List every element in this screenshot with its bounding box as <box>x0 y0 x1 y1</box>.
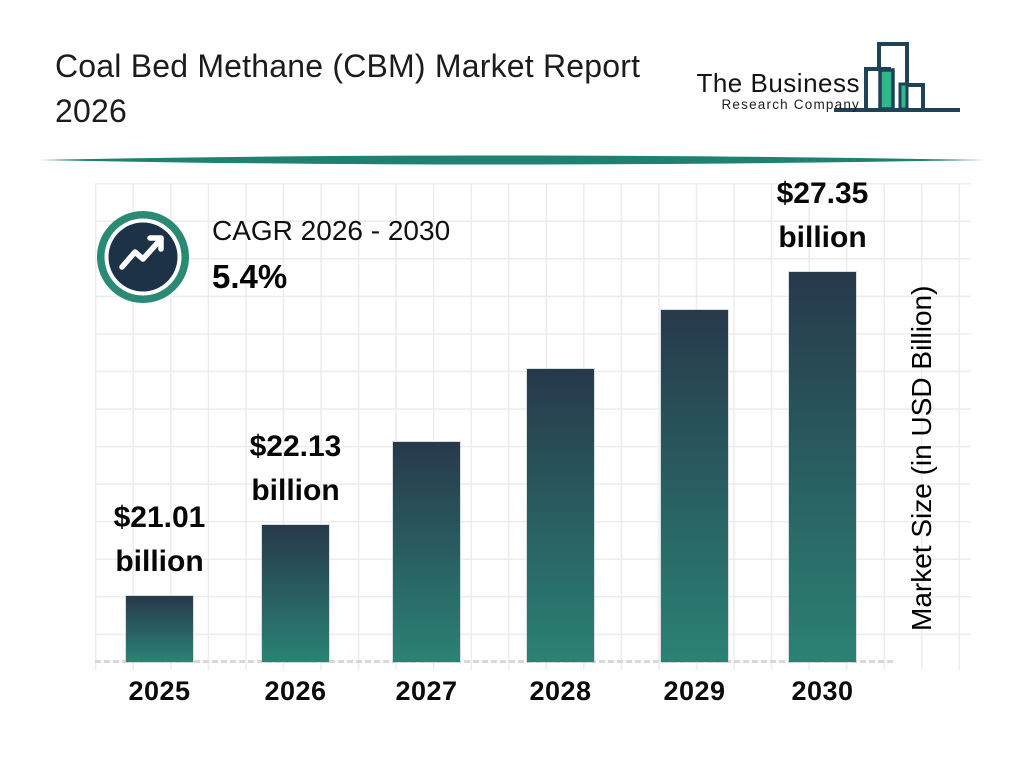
x-axis-label-2026: 2026 <box>264 676 327 706</box>
bar-value-amount: $27.35 <box>776 177 869 210</box>
chart-baseline <box>95 660 893 663</box>
x-axis-label-2028: 2028 <box>529 676 592 706</box>
logo-company-subname: Research Company <box>721 97 860 112</box>
bar-2030 <box>789 272 856 662</box>
x-axis-label-2030: 2030 <box>791 676 854 706</box>
bar-value-unit: billion <box>778 221 867 254</box>
x-axis-label-2029: 2029 <box>663 676 726 706</box>
bar-2027 <box>393 442 460 662</box>
x-axis-label-2027: 2027 <box>395 676 458 706</box>
page-title: Coal Bed Methane (CBM) Market Report 202… <box>55 48 641 129</box>
y-axis-title: Market Size (in USD Billion) <box>906 285 937 631</box>
bar-2026 <box>262 525 329 662</box>
company-logo: The Business Research Company <box>696 40 962 115</box>
bar-value-unit: billion <box>251 474 340 507</box>
cagr-trend-badge <box>97 211 189 303</box>
x-axis-label-2025: 2025 <box>128 676 191 706</box>
bar-value-label-2025: $21.01 billion <box>72 496 248 584</box>
logo-company-name: The Business <box>696 68 860 98</box>
bar-value-amount: $22.13 <box>249 430 342 463</box>
bar-2028 <box>527 369 594 662</box>
title-divider <box>40 155 985 165</box>
bar-value-unit: billion <box>115 545 204 578</box>
logo-text: The Business Research Company <box>696 69 860 112</box>
bar-value-label-2030: $27.35 billion <box>735 172 911 260</box>
bar-2029 <box>661 310 728 662</box>
bar-value-label-2026: $22.13 billion <box>208 425 384 513</box>
logo-buildings-icon <box>834 42 960 112</box>
cagr-period-label: CAGR 2026 - 2030 <box>212 215 451 246</box>
cagr-block: CAGR 2026 - 2030 5.4% <box>212 215 450 296</box>
bar-value-amount: $21.01 <box>113 501 206 534</box>
trending-up-icon <box>119 235 164 270</box>
cagr-value: 5.4% <box>212 258 288 295</box>
bar-2025 <box>126 596 193 662</box>
